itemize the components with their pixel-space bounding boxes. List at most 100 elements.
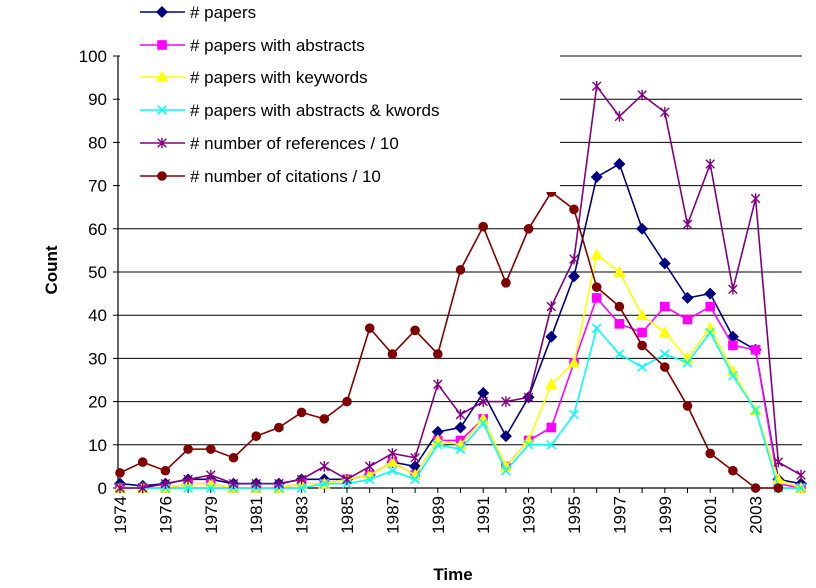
data-point <box>523 224 534 234</box>
data-point <box>206 444 216 454</box>
data-point <box>433 349 443 359</box>
legend-entry: # number of references / 10 <box>140 134 399 153</box>
data-point <box>728 340 738 351</box>
x-tick-label: 1999 <box>656 496 675 534</box>
legend: # papers # papers with abstracts # papers … <box>140 3 439 186</box>
data-point <box>728 465 738 476</box>
data-point <box>614 349 625 359</box>
data-point <box>569 253 579 265</box>
data-point <box>567 270 581 283</box>
y-tick-label: 80 <box>88 133 107 152</box>
data-point <box>659 349 670 359</box>
data-point <box>567 356 581 368</box>
data-point <box>160 465 171 476</box>
data-point <box>635 308 649 320</box>
y-tick-label: 90 <box>88 90 107 109</box>
x-tick-label: 1997 <box>610 496 629 534</box>
data-point <box>410 452 420 464</box>
legend-marker <box>157 40 167 50</box>
data-point <box>501 465 511 476</box>
data-point <box>660 301 670 312</box>
y-tick-label: 0 <box>98 479 107 498</box>
data-point <box>296 474 307 485</box>
y-tick-label: 60 <box>88 220 107 239</box>
data-point <box>183 474 193 485</box>
data-point <box>137 482 148 494</box>
x-tick-label: 1987 <box>383 496 402 534</box>
data-point <box>682 314 693 325</box>
data-point <box>705 448 716 459</box>
data-point <box>591 282 602 292</box>
data-point <box>750 483 761 493</box>
legend-marker <box>155 5 169 19</box>
data-point <box>728 283 738 295</box>
data-point <box>478 221 489 232</box>
legend-box <box>120 0 560 192</box>
data-point <box>296 407 307 418</box>
data-point <box>613 265 626 277</box>
data-point <box>455 444 466 454</box>
legend-label: # papers with abstracts & kwords <box>190 101 439 120</box>
y-tick-label: 10 <box>88 436 107 455</box>
data-point <box>591 323 602 333</box>
x-tick-label: 1993 <box>520 496 539 534</box>
series-3 <box>115 323 806 493</box>
data-point <box>342 396 352 407</box>
data-point <box>455 409 466 420</box>
data-point <box>591 80 602 92</box>
x-tick-label: 1976 <box>156 496 175 534</box>
data-point <box>386 455 399 467</box>
legend-entry: # number of citations / 10 <box>140 167 381 186</box>
data-point <box>160 478 171 489</box>
data-point <box>364 323 375 333</box>
data-point <box>660 106 670 118</box>
data-point <box>205 483 216 493</box>
data-point <box>251 478 261 489</box>
data-point <box>115 482 125 494</box>
legend-marker <box>157 105 167 115</box>
data-point <box>704 287 717 300</box>
data-point <box>545 377 558 390</box>
legend-label: # papers <box>190 3 256 22</box>
legend-background <box>120 0 560 192</box>
data-point <box>137 457 148 467</box>
x-tick-label: 2001 <box>701 496 720 534</box>
data-point <box>319 414 330 424</box>
data-point <box>569 204 579 215</box>
legend-marker <box>157 171 167 181</box>
data-point <box>387 448 398 459</box>
data-point <box>796 469 806 481</box>
legend-marker <box>157 137 167 149</box>
legend-label: # number of references / 10 <box>190 134 399 153</box>
data-point <box>682 357 693 368</box>
data-point <box>433 379 443 390</box>
data-point <box>682 219 693 230</box>
data-point <box>704 321 717 333</box>
data-point <box>115 468 125 478</box>
y-tick-label: 50 <box>88 263 107 282</box>
data-point <box>546 439 557 450</box>
data-point <box>523 439 534 450</box>
data-point <box>658 257 671 270</box>
data-point <box>750 405 761 416</box>
data-point <box>750 193 761 204</box>
series-line <box>119 190 779 489</box>
data-point <box>545 330 558 343</box>
x-tick-label: 1983 <box>293 496 312 534</box>
data-point <box>591 293 602 303</box>
x-tick-label: 1989 <box>429 496 448 534</box>
data-point <box>342 474 352 485</box>
data-point <box>410 325 420 336</box>
data-point <box>274 422 284 433</box>
x-tick-labels: 1974 1976 1979 1981 1983 1985 1987 1989 1991 1993… <box>111 496 766 534</box>
y-tick-label: 30 <box>88 349 107 368</box>
x-tick-label: 1974 <box>111 496 130 534</box>
x-axis-title: Time <box>433 565 472 584</box>
data-point <box>319 478 330 489</box>
data-point <box>478 396 488 407</box>
data-point <box>501 278 511 288</box>
data-point <box>636 222 649 235</box>
data-point <box>682 401 693 411</box>
data-point <box>773 456 784 468</box>
